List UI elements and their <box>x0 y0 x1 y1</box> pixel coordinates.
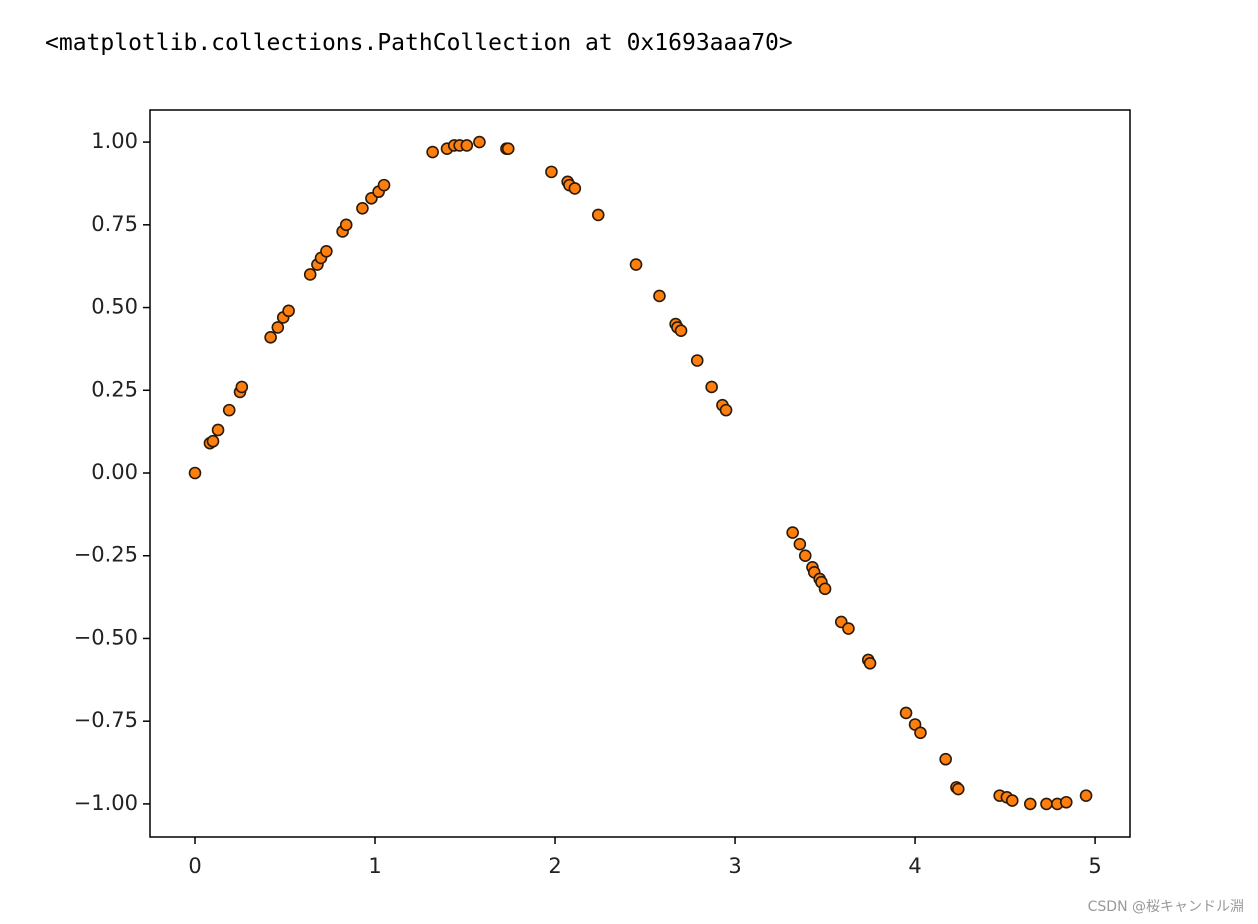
point <box>842 622 855 635</box>
point <box>356 201 369 215</box>
output-text: <matplotlib.collections.PathCollection a… <box>45 30 793 56</box>
plot-frame <box>149 109 1131 838</box>
point <box>339 218 353 232</box>
y-tick-label: −0.25 <box>74 543 138 567</box>
point <box>1059 795 1073 809</box>
y-tick-label: −1.00 <box>74 791 138 815</box>
point <box>545 165 558 179</box>
point <box>899 706 913 720</box>
point <box>818 582 832 596</box>
point <box>264 331 277 344</box>
x-tick-label: 4 <box>908 854 921 878</box>
point <box>473 135 486 149</box>
y-tick-label: 0.00 <box>91 460 138 484</box>
point <box>282 304 295 318</box>
point <box>1079 789 1093 802</box>
point <box>674 324 688 338</box>
point <box>377 178 391 192</box>
point <box>568 182 582 195</box>
point <box>629 258 643 271</box>
y-tick-label: 0.75 <box>91 212 138 236</box>
point <box>1023 797 1037 811</box>
point <box>460 139 474 152</box>
y-tick-label: 1.00 <box>91 129 138 153</box>
point <box>188 466 202 480</box>
point <box>914 726 927 740</box>
point <box>939 752 952 766</box>
point <box>320 244 333 258</box>
point <box>235 380 249 394</box>
point <box>786 526 799 539</box>
point <box>653 289 666 303</box>
point <box>863 656 877 670</box>
point <box>1040 797 1053 811</box>
x-tick-label: 3 <box>728 854 741 878</box>
point <box>206 434 220 448</box>
point <box>211 423 225 437</box>
y-tick-label: −0.75 <box>74 708 138 732</box>
point <box>271 321 285 334</box>
point <box>951 782 965 796</box>
y-tick-label: 0.50 <box>91 295 138 319</box>
point <box>793 537 807 551</box>
point <box>690 354 704 367</box>
y-tick-label: −0.50 <box>74 625 138 649</box>
watermark: CSDN @桜キャンドル淵 <box>1087 899 1244 915</box>
point <box>798 549 812 563</box>
y-tick-label: 0.25 <box>91 377 138 401</box>
point <box>426 145 439 159</box>
point <box>705 380 718 394</box>
point <box>719 403 733 417</box>
point <box>222 403 236 417</box>
point <box>303 268 317 281</box>
x-tick-label: 0 <box>188 854 201 878</box>
x-tick-label: 5 <box>1088 854 1101 878</box>
point <box>591 208 605 222</box>
x-tick-label: 2 <box>548 854 561 878</box>
x-tick-label: 1 <box>368 854 381 878</box>
point <box>501 142 515 156</box>
point <box>1005 794 1019 807</box>
